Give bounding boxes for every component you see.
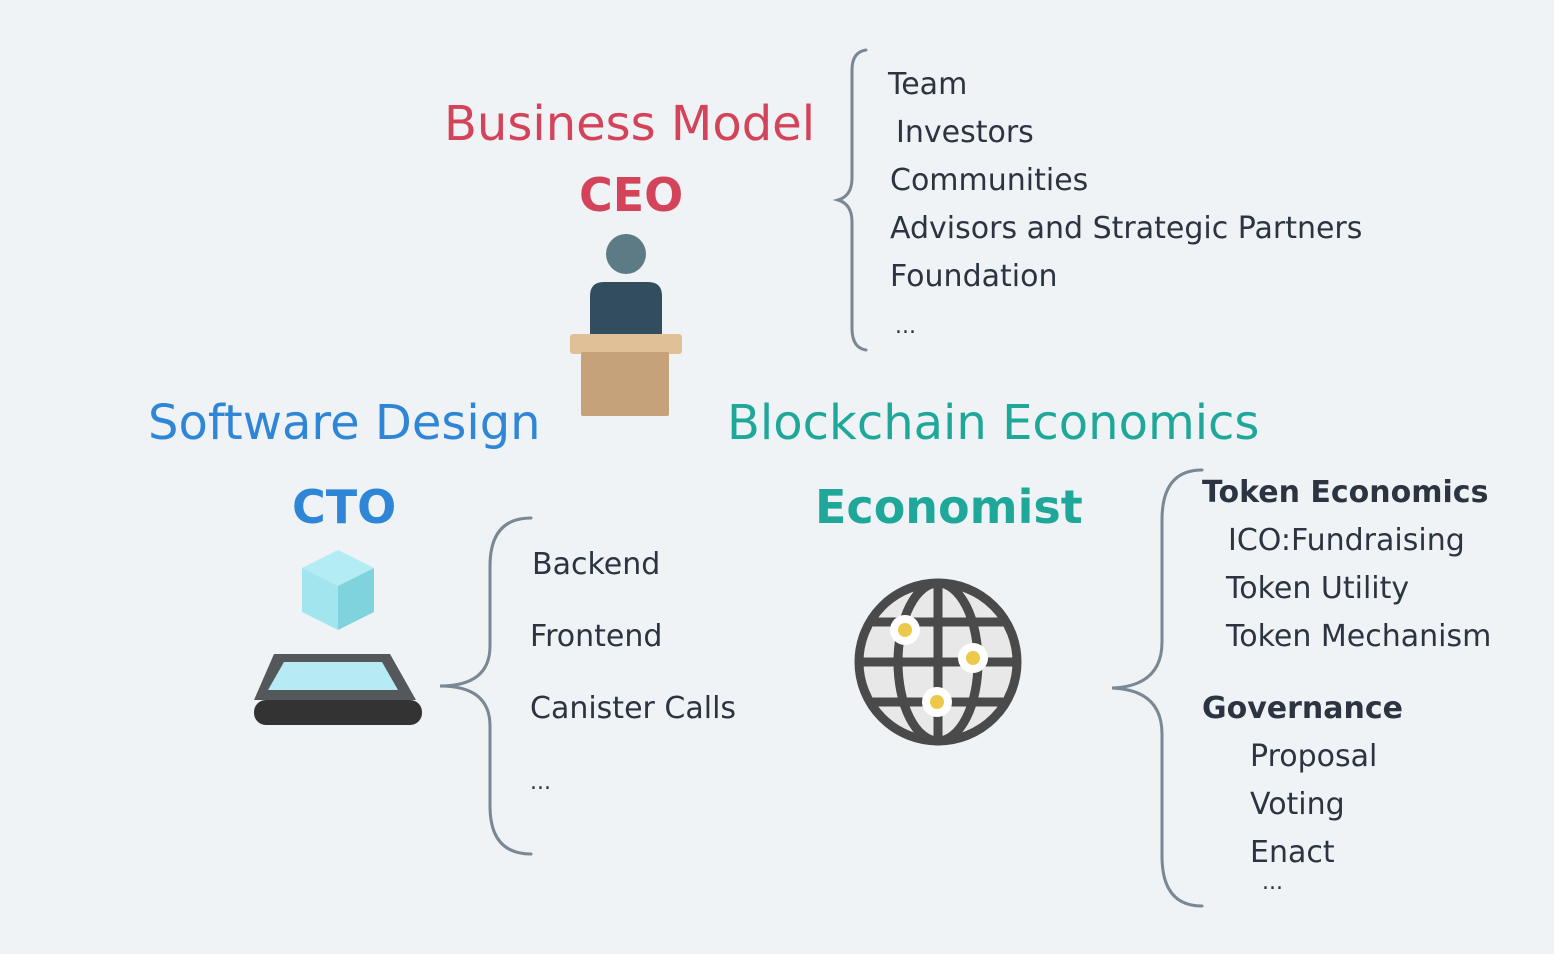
token-item-utility: Token Utility (1226, 571, 1410, 606)
token-economics-title: Token Economics (1202, 475, 1489, 510)
podium-speaker-icon (570, 234, 682, 416)
ceo-item-advisors: Advisors and Strategic Partners (890, 211, 1363, 246)
token-item-mechanism: Token Mechanism (1226, 619, 1492, 654)
cto-item-frontend: Frontend (530, 619, 663, 654)
cto-item-canister-calls: Canister Calls (530, 691, 737, 726)
business-model-heading: Business Model (444, 96, 816, 152)
governance-item-voting: Voting (1250, 787, 1345, 822)
ceo-item-investors: Investors (896, 115, 1034, 150)
ceo-item-team: Team (888, 67, 968, 102)
economist-role-label: Economist (815, 480, 1083, 534)
cube-tablet-icon (254, 550, 422, 725)
ceo-role-label: CEO (579, 168, 684, 222)
ceo-item-foundation: Foundation (890, 259, 1058, 294)
cto-item-more: ... (530, 770, 551, 795)
cto-item-backend: Backend (532, 547, 661, 582)
blockchain-economics-heading: Blockchain Economics (727, 395, 1260, 451)
software-design-heading: Software Design (148, 395, 541, 451)
ceo-item-more: ... (895, 314, 916, 339)
cto-brace (439, 516, 533, 856)
governance-item-proposal: Proposal (1250, 739, 1378, 774)
governance-item-more: ... (1262, 870, 1283, 895)
economist-brace (1111, 468, 1204, 908)
ceo-item-communities: Communities (890, 163, 1089, 198)
token-item-ico: ICO:Fundraising (1228, 523, 1465, 558)
governance-title: Governance (1202, 691, 1404, 726)
governance-item-enact: Enact (1250, 835, 1335, 870)
cto-role-label: CTO (292, 480, 397, 534)
ceo-brace (832, 48, 868, 352)
globe-network-icon (854, 578, 1022, 746)
